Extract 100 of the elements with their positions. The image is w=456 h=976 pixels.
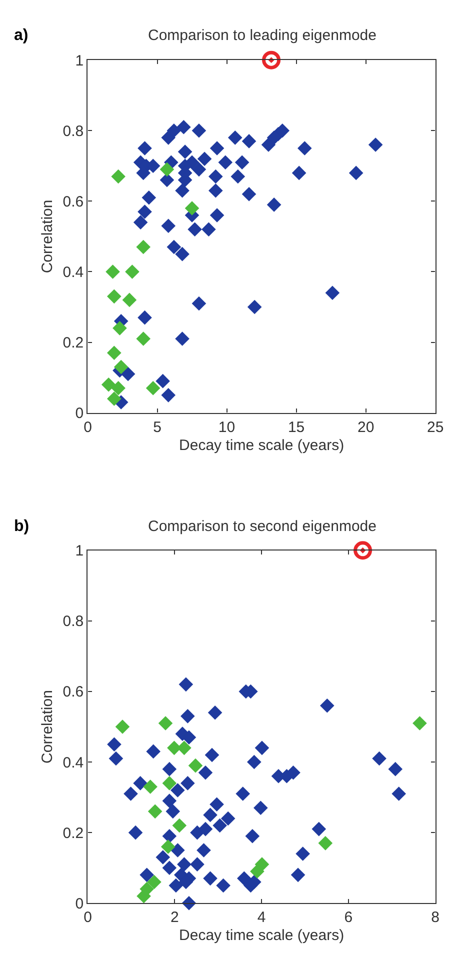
point <box>325 286 340 300</box>
point <box>167 740 182 756</box>
y-tick-label: 1 <box>75 52 84 70</box>
point <box>170 843 185 858</box>
x-tick-label: 25 <box>427 418 444 436</box>
point <box>136 240 151 254</box>
x-tick-label: 2 <box>170 909 179 926</box>
point <box>188 222 202 237</box>
chart-title: Comparison to leading eigenmode <box>148 27 376 44</box>
point <box>204 748 220 762</box>
point <box>210 141 224 156</box>
y-tick-label: 0.4 <box>62 264 84 281</box>
point <box>208 183 223 198</box>
y-tick-label: 0.8 <box>62 122 84 140</box>
point <box>412 716 427 730</box>
point <box>197 152 212 166</box>
point <box>112 321 127 336</box>
point <box>218 155 233 170</box>
point <box>208 169 223 184</box>
point <box>111 169 126 184</box>
point <box>161 218 176 234</box>
point <box>177 740 192 756</box>
point <box>156 374 170 388</box>
point <box>175 246 190 262</box>
point <box>124 786 138 801</box>
point <box>210 208 224 222</box>
text: a) <box>14 27 28 44</box>
point <box>108 751 124 766</box>
point <box>178 144 192 159</box>
point <box>128 825 143 840</box>
point <box>250 864 264 879</box>
point <box>236 786 250 801</box>
point <box>160 172 174 188</box>
point <box>138 141 152 156</box>
point <box>156 850 170 864</box>
point <box>188 758 203 773</box>
x-tick-label: 6 <box>344 909 353 926</box>
point <box>348 166 364 180</box>
point <box>190 857 204 872</box>
point <box>168 878 184 893</box>
x-tick-label: 8 <box>431 909 440 926</box>
point <box>262 50 281 70</box>
y-tick-label: 0 <box>75 895 84 912</box>
point <box>242 134 256 148</box>
point <box>247 754 262 770</box>
point <box>111 380 126 396</box>
point <box>177 857 192 872</box>
point <box>296 846 310 861</box>
x-tick-label: 4 <box>257 909 266 926</box>
chart-title: Comparison to second eigenmode <box>148 518 376 535</box>
x-tick-label: 10 <box>218 418 236 436</box>
point <box>192 296 206 311</box>
point <box>392 786 406 801</box>
point <box>140 882 154 896</box>
point <box>286 765 300 780</box>
point <box>234 155 250 170</box>
point <box>176 120 191 134</box>
point <box>184 201 200 216</box>
point <box>312 822 326 836</box>
point <box>203 871 218 886</box>
point <box>101 377 116 392</box>
point <box>133 215 148 230</box>
point <box>114 360 128 374</box>
point <box>228 130 242 145</box>
point <box>161 130 176 145</box>
y-tick-label: 0 <box>75 405 84 422</box>
point <box>125 264 140 279</box>
point <box>107 392 122 406</box>
point <box>170 783 185 798</box>
point <box>220 811 236 826</box>
point <box>212 818 227 833</box>
point <box>166 804 180 819</box>
point <box>142 190 156 205</box>
point <box>230 169 246 184</box>
point <box>192 123 206 138</box>
y-tick-label: 0.2 <box>62 334 84 352</box>
point <box>198 765 213 780</box>
point <box>354 541 372 560</box>
point <box>372 751 386 766</box>
point <box>198 822 213 836</box>
point <box>178 677 194 692</box>
point <box>120 366 136 382</box>
point <box>175 332 190 346</box>
point <box>290 868 306 882</box>
point <box>115 720 130 734</box>
text: b) <box>14 518 30 535</box>
point <box>107 346 122 360</box>
y-tick-label: 0.4 <box>62 754 84 772</box>
point <box>254 800 268 816</box>
point <box>245 828 260 844</box>
point <box>107 737 122 752</box>
y-axis-title: Correlation <box>39 690 56 764</box>
y-tick-label: 1 <box>75 542 84 560</box>
point <box>388 762 403 776</box>
point <box>297 141 312 156</box>
x-axis-title: Decay time scale (years) <box>179 436 344 454</box>
point <box>184 155 200 170</box>
point <box>140 868 154 882</box>
point <box>162 794 177 808</box>
point <box>146 380 160 396</box>
